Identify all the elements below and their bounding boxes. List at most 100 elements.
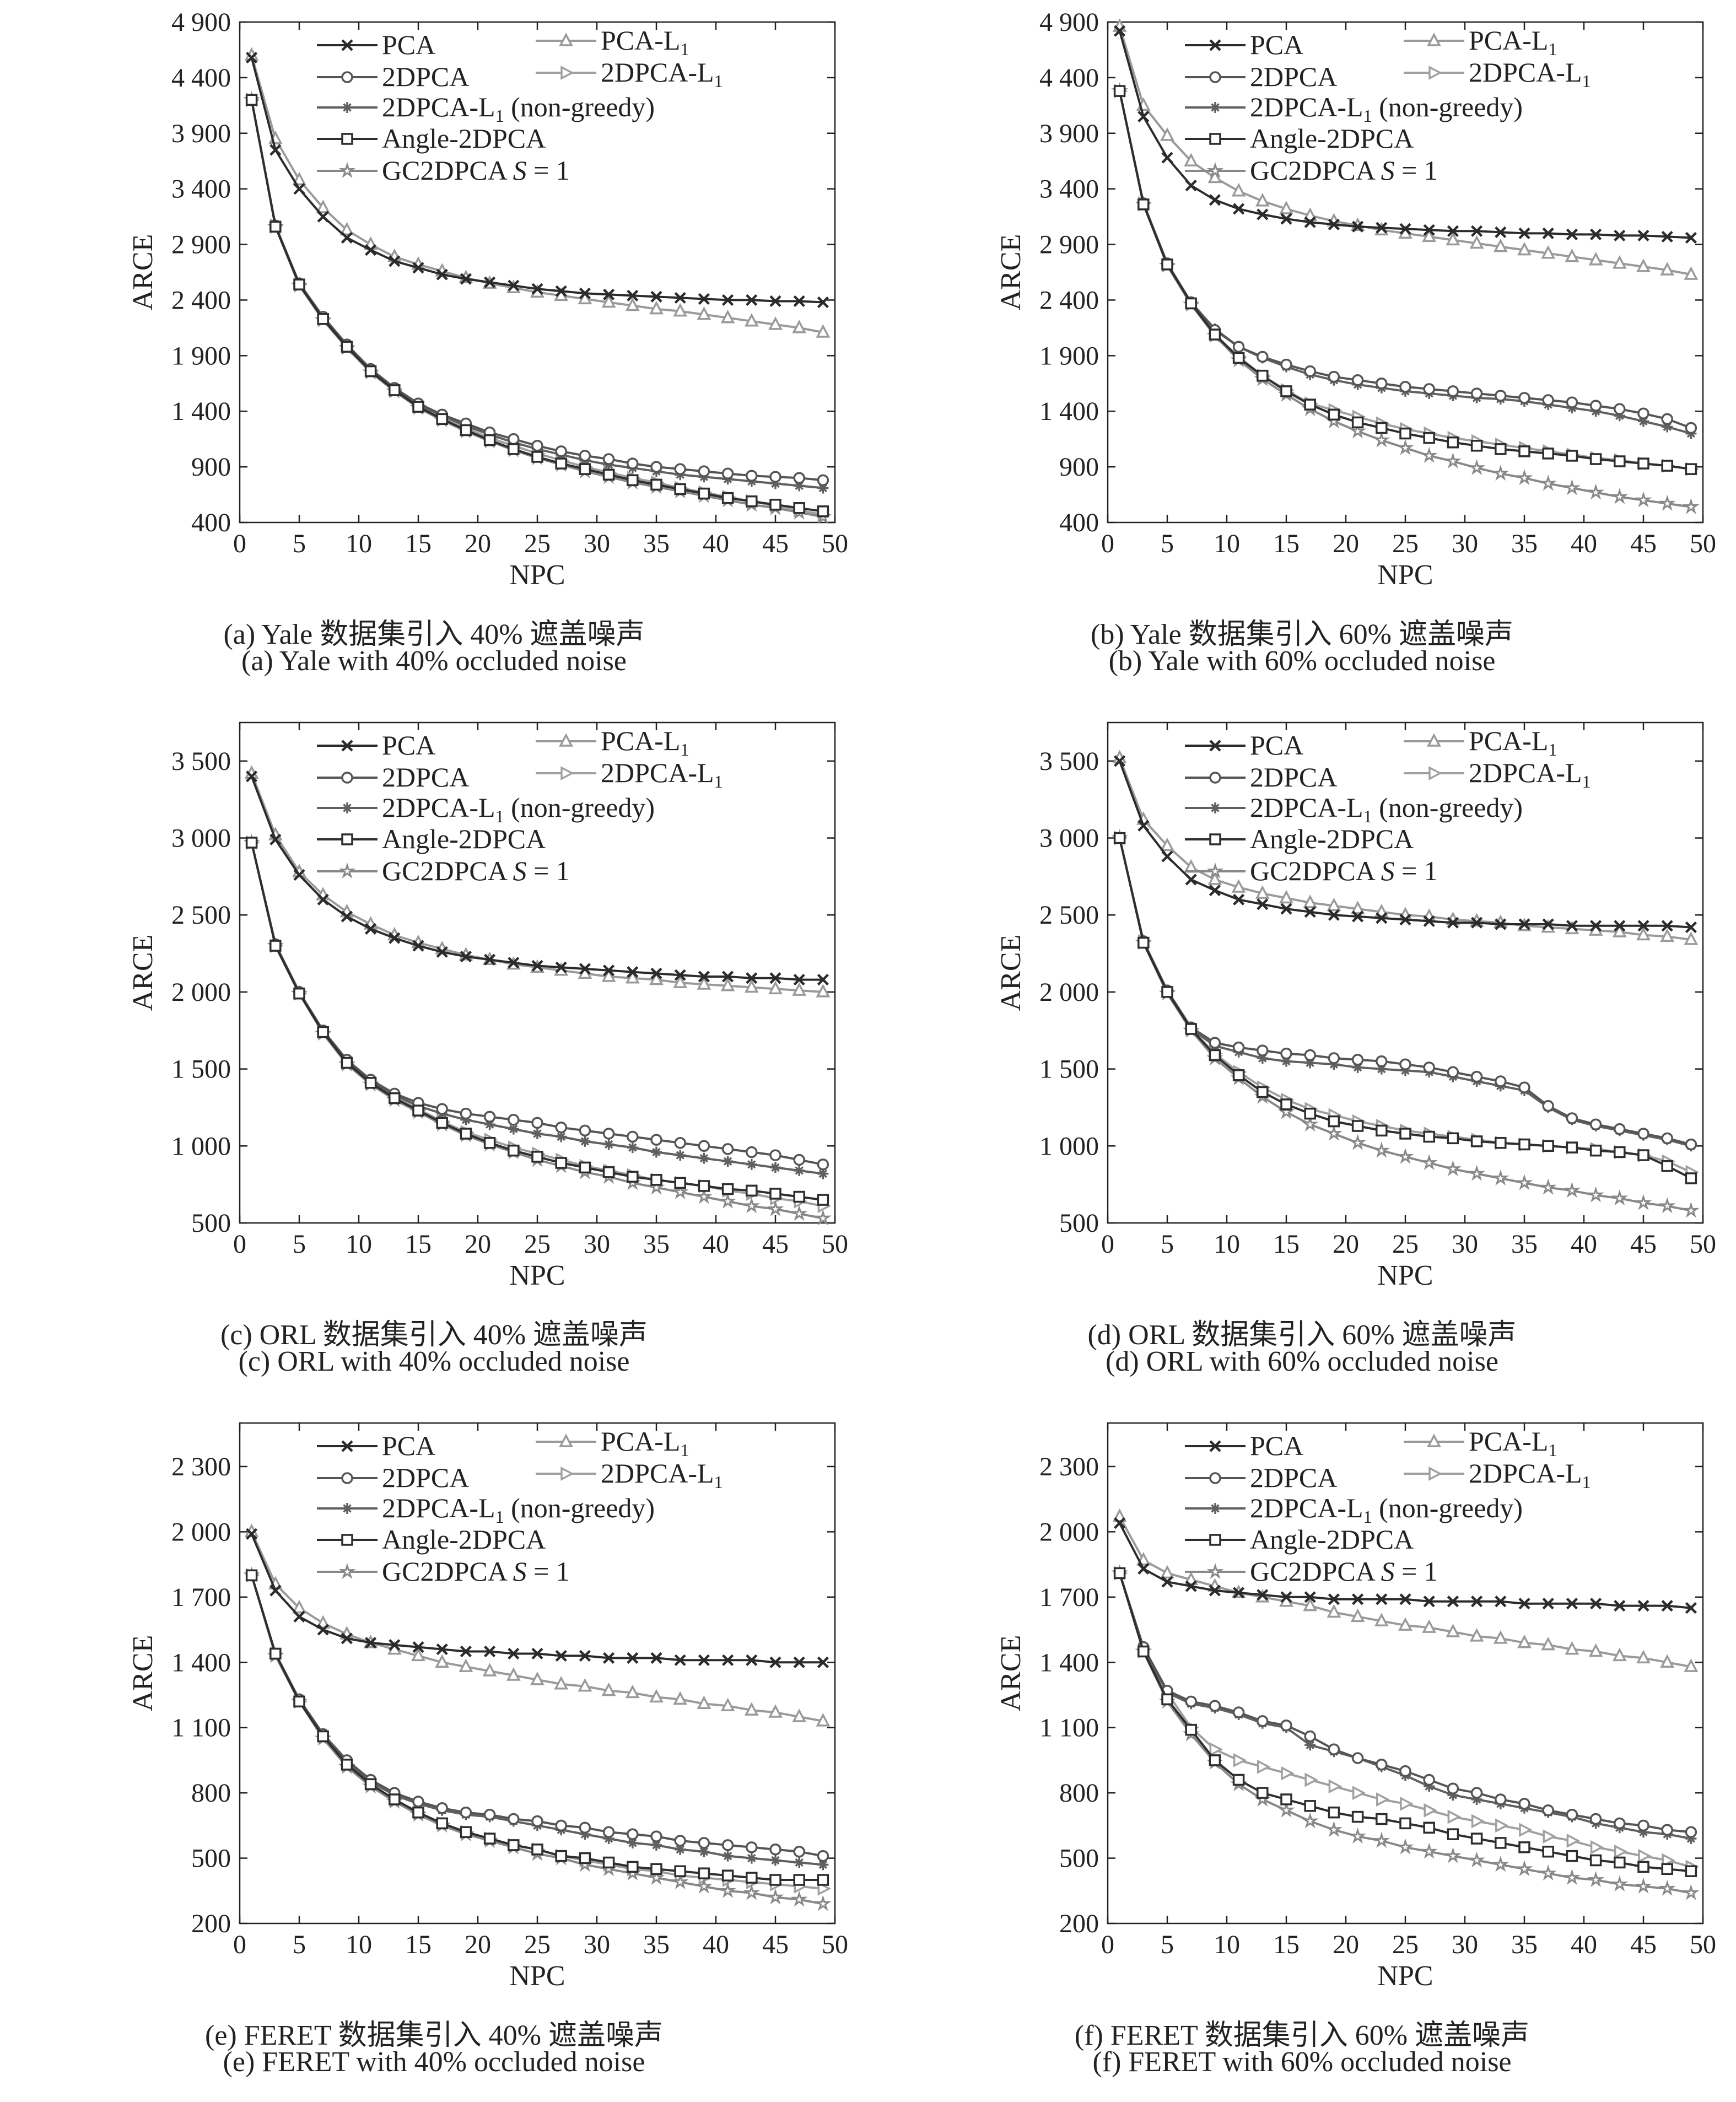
data-point bbox=[1232, 1774, 1245, 1786]
data-point bbox=[1351, 1054, 1364, 1066]
x-tick-label: 30 bbox=[1452, 529, 1478, 558]
x-tick-label: 40 bbox=[1571, 529, 1597, 558]
series-6 bbox=[1111, 1564, 1700, 1900]
data-point bbox=[1349, 1134, 1366, 1150]
data-point bbox=[1328, 909, 1340, 921]
data-point bbox=[603, 1139, 614, 1150]
data-point bbox=[1232, 1041, 1245, 1054]
data-point bbox=[1209, 1584, 1221, 1597]
data-point bbox=[650, 290, 662, 303]
data-point bbox=[1564, 1182, 1581, 1198]
data-point bbox=[1612, 924, 1627, 937]
data-point bbox=[650, 1652, 662, 1664]
data-point bbox=[1352, 1786, 1366, 1801]
data-point bbox=[1280, 385, 1292, 397]
data-point bbox=[770, 1855, 781, 1866]
data-point bbox=[1280, 1793, 1292, 1805]
legend-marker bbox=[1206, 1562, 1224, 1579]
data-point bbox=[531, 1151, 543, 1163]
data-point bbox=[603, 288, 615, 300]
data-point bbox=[1588, 252, 1603, 266]
data-point bbox=[1160, 127, 1174, 141]
x-tick-label: 50 bbox=[822, 529, 848, 558]
data-point bbox=[1304, 1730, 1316, 1743]
data-point bbox=[1422, 228, 1437, 242]
legend-marker bbox=[341, 39, 353, 51]
caption-d-en: (d) ORL with 60% occluded noise bbox=[1106, 1346, 1498, 1377]
data-point bbox=[649, 300, 664, 315]
data-point bbox=[1662, 421, 1673, 433]
data-point bbox=[341, 341, 353, 353]
data-point bbox=[602, 468, 615, 481]
data-point bbox=[1351, 1810, 1364, 1823]
data-point bbox=[1470, 387, 1483, 400]
x-tick-label: 25 bbox=[1392, 529, 1419, 558]
y-tick-label: 1 700 bbox=[1039, 1583, 1099, 1612]
data-point bbox=[293, 1610, 305, 1623]
series-line bbox=[1118, 1572, 1691, 1834]
y-tick-label: 4 900 bbox=[171, 8, 231, 37]
data-point bbox=[720, 309, 735, 324]
legend-marker bbox=[1209, 39, 1221, 51]
y-tick-label: 500 bbox=[1059, 1844, 1099, 1873]
data-point bbox=[1280, 358, 1292, 371]
data-point bbox=[769, 1874, 781, 1886]
data-point bbox=[743, 1884, 761, 1900]
data-point bbox=[648, 1869, 665, 1885]
data-point bbox=[650, 967, 662, 979]
data-point bbox=[1349, 1828, 1366, 1844]
data-point bbox=[460, 1806, 472, 1819]
data-point bbox=[1328, 1743, 1340, 1755]
data-point bbox=[769, 1656, 781, 1668]
data-point bbox=[1614, 920, 1626, 932]
legend-label-2dpca: 2DPCA bbox=[382, 762, 469, 793]
legend-label-gc2dpca: GC2DPCA S = 1 bbox=[1250, 1556, 1438, 1587]
data-point bbox=[1516, 1860, 1533, 1877]
caption-a-en: (a) Yale with 40% occluded noise bbox=[241, 645, 627, 677]
data-point bbox=[508, 1114, 520, 1126]
data-point bbox=[317, 893, 329, 906]
data-point bbox=[1685, 1826, 1697, 1838]
data-point bbox=[508, 1647, 520, 1660]
data-point bbox=[483, 1111, 496, 1123]
data-point bbox=[1590, 228, 1602, 240]
data-point bbox=[627, 1142, 638, 1154]
legend-label-angle-2dpca: Angle-2DPCA bbox=[1250, 823, 1414, 854]
legend-marker bbox=[341, 772, 353, 784]
data-point bbox=[744, 1702, 759, 1716]
x-tick-label: 30 bbox=[1452, 1230, 1478, 1259]
series-line bbox=[250, 842, 823, 1201]
data-point bbox=[627, 474, 639, 487]
data-point bbox=[1539, 1864, 1557, 1881]
data-point bbox=[579, 1161, 591, 1174]
data-point bbox=[1233, 1753, 1247, 1767]
data-point bbox=[1304, 906, 1316, 918]
data-point bbox=[1446, 1624, 1460, 1637]
data-point bbox=[1565, 1641, 1579, 1655]
data-point bbox=[719, 1192, 736, 1209]
data-point bbox=[530, 1672, 544, 1685]
y-tick-label: 1 100 bbox=[1039, 1713, 1099, 1743]
data-point bbox=[1376, 1593, 1388, 1605]
data-point bbox=[721, 1839, 734, 1851]
data-point bbox=[460, 1128, 472, 1140]
data-point bbox=[769, 498, 781, 511]
data-point bbox=[1518, 1598, 1530, 1610]
data-point bbox=[1542, 1140, 1554, 1152]
data-point bbox=[1304, 1049, 1316, 1061]
data-point bbox=[768, 316, 783, 330]
data-point bbox=[1587, 483, 1604, 500]
legend-marker bbox=[1209, 1472, 1221, 1484]
data-point bbox=[412, 1641, 424, 1653]
x-axis-label: NPC bbox=[509, 559, 565, 591]
y-tick-label: 2 000 bbox=[171, 978, 231, 1007]
data-point bbox=[1304, 216, 1316, 228]
data-point bbox=[674, 292, 686, 304]
legend-marker bbox=[342, 802, 353, 813]
data-point bbox=[675, 1150, 686, 1161]
data-point bbox=[1685, 1172, 1697, 1184]
data-point bbox=[508, 1813, 520, 1825]
data-point bbox=[436, 268, 448, 281]
caption-d-cn: (d) ORL 数据集引入 60% 遮盖噪声 bbox=[1087, 1319, 1517, 1351]
data-point bbox=[1542, 1099, 1554, 1112]
